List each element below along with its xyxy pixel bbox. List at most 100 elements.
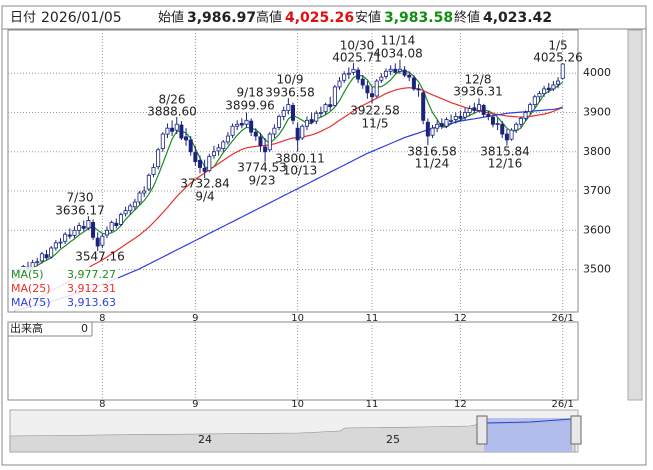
navigator-handle[interactable] — [570, 415, 582, 445]
candle-body — [67, 234, 72, 237]
annotation-date: 11/5 — [362, 117, 389, 131]
candle-body — [486, 114, 491, 117]
candle-body — [351, 68, 356, 73]
annotation-value: 4025.26 — [533, 51, 583, 65]
candle-body — [388, 68, 393, 72]
scrollbar[interactable] — [627, 29, 643, 401]
candle-body — [449, 119, 454, 122]
x-tick-label: 8 — [99, 399, 105, 410]
candle-body — [142, 190, 147, 194]
navigator[interactable]: 24 25 — [9, 409, 582, 453]
annotation-date: 7/30 — [67, 191, 94, 205]
annotation-date: 12/8 — [465, 73, 492, 87]
candle-body — [476, 104, 481, 111]
candle-body — [467, 108, 472, 113]
candle-body — [314, 112, 319, 122]
candle-body — [165, 127, 170, 135]
candle-body — [49, 247, 54, 258]
candle-body — [337, 80, 342, 88]
candle-body — [439, 123, 444, 127]
candle-body — [323, 104, 328, 113]
candle-body — [281, 110, 286, 117]
candle-body — [504, 133, 509, 141]
candle-body — [318, 112, 323, 114]
y-tick-label: 4000 — [583, 66, 611, 79]
candle-body — [193, 152, 198, 162]
candle-body — [58, 241, 63, 244]
x-tick-label: 10 — [291, 399, 304, 410]
candle-body — [253, 131, 258, 137]
x-tick-label: 26/1 — [551, 399, 573, 410]
candle-body — [44, 254, 49, 259]
x-tick-label: 12 — [454, 399, 467, 410]
navigator-handle[interactable] — [476, 415, 488, 445]
candle-body — [430, 127, 435, 136]
candle-body — [63, 233, 68, 242]
annotation-date: 10/30 — [340, 39, 375, 53]
candle-body — [239, 123, 244, 126]
annotation-value: 3547.16 — [75, 250, 125, 264]
candle-body — [551, 84, 556, 90]
candle-body — [249, 120, 254, 133]
annotation-value: 4025.71 — [332, 51, 382, 65]
legend-value: 3,912.31 — [67, 282, 116, 295]
candle-body — [332, 86, 337, 106]
x-tick-label: 10 — [291, 313, 304, 324]
candle-body — [95, 237, 100, 247]
candle-body — [132, 201, 137, 208]
annotation-date: 9/18 — [237, 86, 264, 100]
candle-body — [170, 127, 175, 132]
annotation-value: 3815.84 — [480, 145, 530, 159]
candle-body — [156, 149, 161, 168]
candle-body — [518, 117, 523, 125]
x-tick-label: 11 — [366, 313, 379, 324]
candle-body — [123, 210, 128, 215]
candle-body — [458, 116, 463, 119]
candle-body — [537, 93, 542, 98]
navigator-selection[interactable] — [484, 418, 572, 452]
candle-body — [542, 88, 547, 95]
annotation-value: 3816.58 — [407, 145, 457, 159]
candle-body — [304, 119, 309, 127]
candle-body — [532, 96, 537, 106]
candle-body — [277, 116, 282, 128]
candle-body — [453, 116, 458, 120]
candle-body — [421, 92, 426, 121]
candle-body — [286, 104, 291, 111]
open-label: 始値 — [158, 10, 184, 26]
candle-body — [495, 123, 500, 125]
candle-body — [53, 242, 58, 249]
annotation-value: 3636.17 — [55, 204, 105, 218]
legend-name: MA(5) — [11, 268, 44, 281]
candle-body — [328, 104, 333, 107]
candle-body — [500, 123, 505, 135]
candle-body — [514, 123, 519, 131]
volume-panel — [7, 321, 579, 401]
navigator-line — [483, 418, 573, 424]
navigator-label: 24 — [198, 433, 212, 446]
candle-body — [481, 105, 486, 115]
candle-body — [309, 119, 314, 123]
candle-body — [342, 73, 347, 81]
candle-body — [346, 72, 351, 75]
candle-body — [202, 167, 207, 172]
candle-body — [207, 156, 212, 172]
legend-name: MA(75) — [11, 296, 51, 309]
navigator-area — [9, 420, 576, 453]
candle-body — [528, 104, 533, 113]
candle-body — [379, 76, 384, 81]
x-tick-label: 26/1 — [551, 313, 573, 324]
x-tick-label: 9 — [192, 313, 198, 324]
close-value: 4,023.42 — [483, 10, 552, 26]
x-tick-label: 9 — [192, 399, 198, 410]
candle-body — [184, 136, 189, 141]
legend-value: 3,913.63 — [67, 296, 116, 309]
candle-body — [560, 63, 565, 79]
annotation-date: 8/26 — [159, 93, 186, 107]
annotation-date: 11/14 — [381, 34, 416, 48]
candle-body — [179, 124, 184, 139]
candle-body — [216, 147, 221, 152]
y-tick-label: 3500 — [583, 263, 611, 276]
candle-body — [39, 253, 44, 262]
